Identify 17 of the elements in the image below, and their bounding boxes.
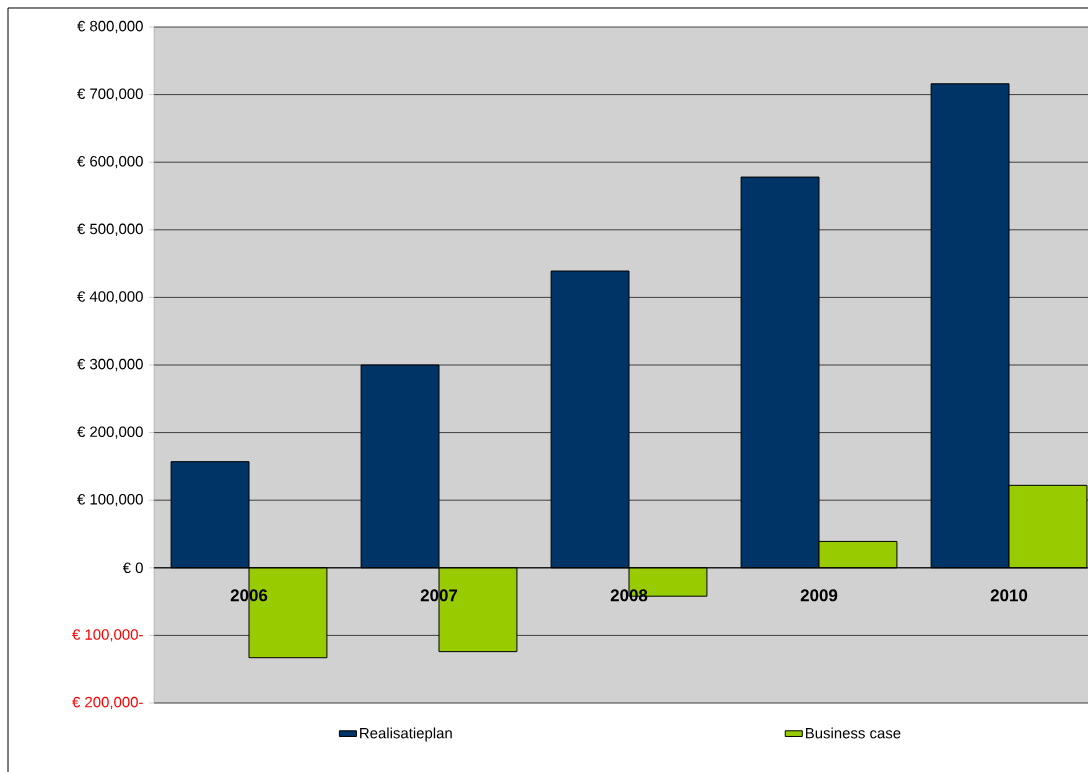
y-tick-label: € 100,000 (77, 494, 143, 507)
legend-label: Business case (805, 727, 901, 739)
y-tick-label: € 800,000 (77, 20, 143, 34)
y-tick-label: € 200,000 (77, 426, 143, 439)
y-tick-label: € 200,000- (72, 696, 143, 710)
legend-label: Realisatieplan (360, 727, 452, 742)
y-tick-label: € 400,000 (77, 291, 143, 304)
y-tick-label: € 600,000 (77, 156, 143, 169)
y-tick-label: € 100,000- (72, 629, 143, 642)
y-tick-label: € 0 (122, 562, 143, 574)
x-tick-label: 2010 (990, 589, 1028, 602)
y-tick-label: € 500,000 (77, 223, 143, 236)
x-tick-label: 2009 (800, 589, 838, 602)
x-tick-label: 2008 (610, 589, 648, 602)
y-tick-label: € 300,000 (77, 358, 143, 372)
y-tick-label: € 700,000 (77, 88, 143, 101)
x-tick-label: 2007 (420, 589, 458, 602)
